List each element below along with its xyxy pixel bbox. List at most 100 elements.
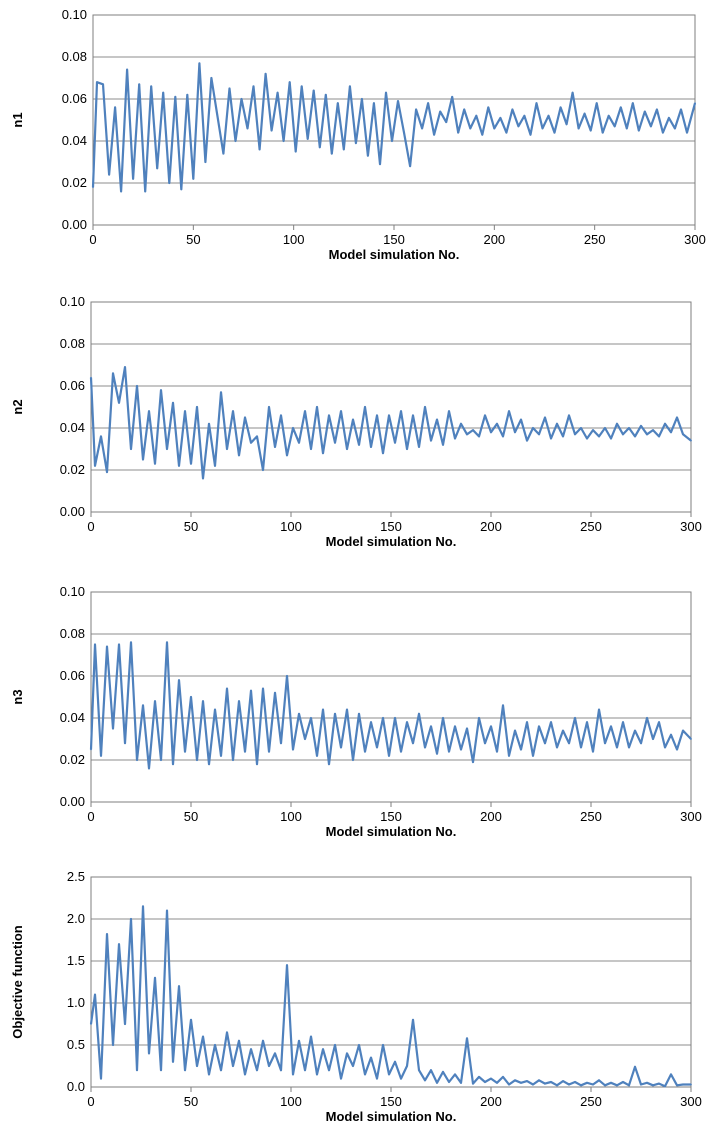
- x-tick-label: 0: [87, 519, 94, 534]
- data-point: [442, 717, 444, 719]
- data-point: [376, 414, 378, 417]
- data-point: [424, 746, 426, 749]
- data-point: [334, 712, 336, 715]
- data-point: [94, 643, 96, 646]
- data-point: [523, 114, 526, 117]
- data-point: [487, 106, 490, 109]
- data-point: [652, 738, 654, 740]
- data-point: [310, 1035, 312, 1038]
- data-point: [484, 414, 486, 417]
- data-point: [529, 133, 532, 136]
- data-point: [622, 433, 624, 436]
- data-point: [562, 729, 564, 732]
- y-tick-label: 0.06: [60, 378, 85, 393]
- data-point: [694, 102, 696, 105]
- data-point: [172, 1060, 174, 1063]
- data-point: [478, 717, 480, 719]
- data-point: [652, 429, 654, 431]
- x-axis-label: Model simulation No.: [326, 824, 457, 839]
- data-point: [508, 410, 510, 413]
- data-point: [100, 754, 102, 757]
- data-point: [198, 62, 201, 65]
- data-point: [598, 1079, 600, 1082]
- data-point: [568, 414, 570, 417]
- data-point: [124, 366, 126, 368]
- data-point: [136, 1069, 138, 1072]
- data-point: [484, 742, 486, 745]
- data-point: [556, 1084, 558, 1087]
- data-point: [505, 131, 508, 134]
- data-point: [628, 1084, 630, 1087]
- series-line: [91, 62, 697, 193]
- data-point: [172, 763, 174, 766]
- data-point: [580, 1084, 582, 1087]
- data-point: [502, 1076, 504, 1078]
- data-point: [508, 754, 510, 757]
- data-point: [370, 721, 372, 724]
- data-point: [240, 98, 243, 100]
- data-point: [532, 754, 534, 757]
- data-point: [454, 1073, 456, 1076]
- data-point: [526, 1080, 528, 1082]
- data-point: [472, 761, 474, 763]
- x-tick-label: 300: [680, 1094, 702, 1109]
- data-point: [220, 391, 222, 394]
- y-tick-label: 2.0: [67, 911, 85, 926]
- data-point: [262, 687, 264, 690]
- data-point: [604, 427, 606, 429]
- data-point: [346, 708, 348, 711]
- data-point: [160, 389, 162, 392]
- data-point: [282, 140, 285, 142]
- data-point: [304, 738, 306, 740]
- data-point: [268, 1065, 270, 1067]
- data-point: [385, 91, 387, 94]
- data-point: [246, 127, 249, 130]
- data-point: [382, 717, 384, 719]
- data-point: [102, 83, 104, 86]
- data-point: [445, 121, 448, 123]
- data-point: [156, 167, 159, 170]
- data-point: [670, 733, 672, 736]
- data-point: [352, 1065, 354, 1067]
- data-point: [336, 102, 339, 105]
- x-tick-label: 250: [580, 809, 602, 824]
- data-point: [484, 1081, 486, 1083]
- data-point: [556, 422, 558, 425]
- data-point: [478, 1076, 480, 1078]
- data-point: [658, 1082, 660, 1085]
- data-point: [616, 1084, 618, 1087]
- data-point: [436, 418, 438, 421]
- data-point: [376, 746, 378, 749]
- data-point: [124, 1023, 126, 1025]
- data-point: [208, 763, 210, 766]
- data-point: [228, 87, 231, 90]
- data-point: [559, 106, 562, 109]
- y-tick-label: 0.02: [62, 175, 87, 190]
- data-point: [562, 1080, 564, 1082]
- data-point: [424, 406, 426, 408]
- data-point: [538, 433, 540, 436]
- x-tick-label: 100: [280, 1094, 302, 1109]
- data-point: [174, 96, 177, 98]
- data-point: [370, 446, 372, 448]
- data-point: [186, 93, 189, 96]
- data-point: [394, 1060, 396, 1063]
- data-point: [562, 435, 564, 438]
- data-point: [294, 150, 297, 153]
- data-point: [148, 1052, 150, 1055]
- data-point: [148, 767, 150, 770]
- data-point: [586, 721, 588, 724]
- data-point: [466, 727, 468, 730]
- data-point: [544, 742, 546, 745]
- data-point: [162, 91, 165, 94]
- data-point: [430, 439, 432, 442]
- data-point: [292, 748, 294, 751]
- data-point: [571, 91, 574, 94]
- data-point: [204, 161, 207, 163]
- data-point: [298, 712, 300, 715]
- data-point: [517, 125, 520, 128]
- data-point: [493, 127, 496, 130]
- y-axis-label: Objective function: [10, 925, 25, 1038]
- data-point: [358, 712, 360, 715]
- y-axis-label: n3: [10, 689, 25, 704]
